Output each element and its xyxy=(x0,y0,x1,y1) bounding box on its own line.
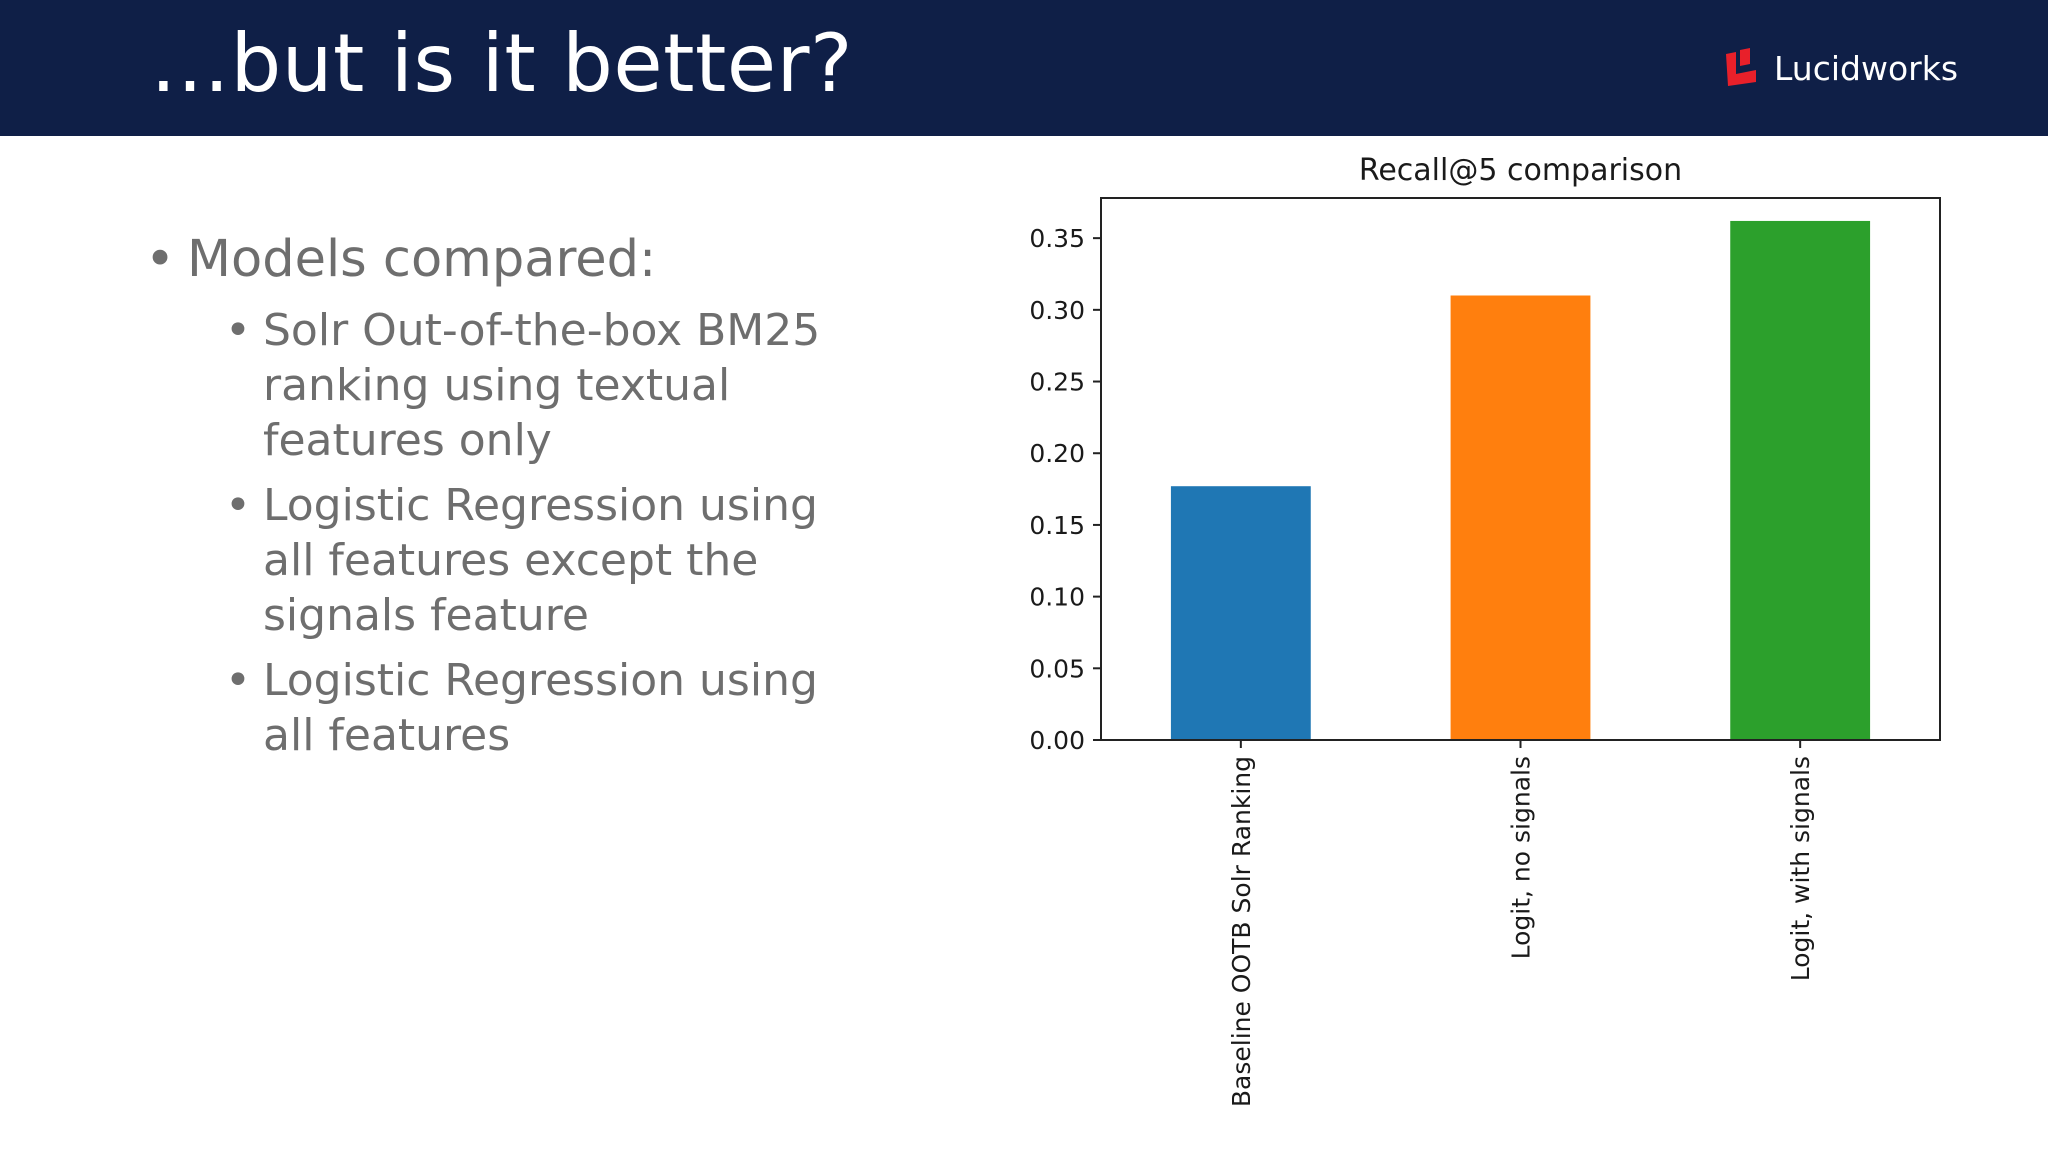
y-tick-label: 0.05 xyxy=(1029,654,1085,683)
x-tick-label: Logit, with signals xyxy=(1786,756,1815,981)
bullet-dot: • xyxy=(225,655,251,706)
y-tick-label: 0.20 xyxy=(1029,439,1085,468)
sub-bullet-text: Solr Out-of-the-box BM25 ranking using t… xyxy=(263,305,821,466)
lucidworks-logo-icon xyxy=(1726,48,1756,86)
y-tick-label: 0.10 xyxy=(1029,583,1085,612)
bullet-content: • Models compared: • Solr Out-of-the-box… xyxy=(145,225,945,773)
sub-bullet-text: Logistic Regression using all features e… xyxy=(263,480,818,641)
bar-2 xyxy=(1450,295,1591,740)
bullet-heading: • Models compared: xyxy=(145,225,945,295)
brand-name: Lucidworks xyxy=(1774,48,1959,88)
bullet-dot: • xyxy=(145,230,176,289)
y-tick-label: 0.15 xyxy=(1029,511,1085,540)
bullet-dot: • xyxy=(225,305,251,356)
chart-title: Recall@5 comparison xyxy=(1359,153,1682,188)
bar-1 xyxy=(1170,486,1311,740)
brand-logo: Lucidworks xyxy=(1722,46,1958,90)
bar-3 xyxy=(1730,220,1871,741)
sub-bullet-item: • Logistic Regression using all features xyxy=(225,653,863,763)
bullet-heading-text: Models compared: xyxy=(187,230,657,289)
sub-bullet-item: • Solr Out-of-the-box BM25 ranking using… xyxy=(225,303,863,468)
slide-header: …but is it better? Lucidworks xyxy=(0,0,2048,136)
bullet-dot: • xyxy=(225,480,251,531)
y-tick-label: 0.25 xyxy=(1029,368,1085,397)
slide-title: …but is it better? xyxy=(150,17,853,110)
y-tick-label: 0.30 xyxy=(1029,296,1085,325)
x-tick-label: Baseline OOTB Solr Ranking xyxy=(1227,756,1256,1107)
y-tick-label: 0.00 xyxy=(1029,726,1085,755)
sub-bullet-list: • Solr Out-of-the-box BM25 ranking using… xyxy=(225,303,945,763)
y-tick-label: 0.35 xyxy=(1029,224,1085,253)
x-tick-label: Logit, no signals xyxy=(1507,756,1536,959)
sub-bullet-item: • Logistic Regression using all features… xyxy=(225,478,863,643)
sub-bullet-text: Logistic Regression using all features xyxy=(263,655,818,761)
